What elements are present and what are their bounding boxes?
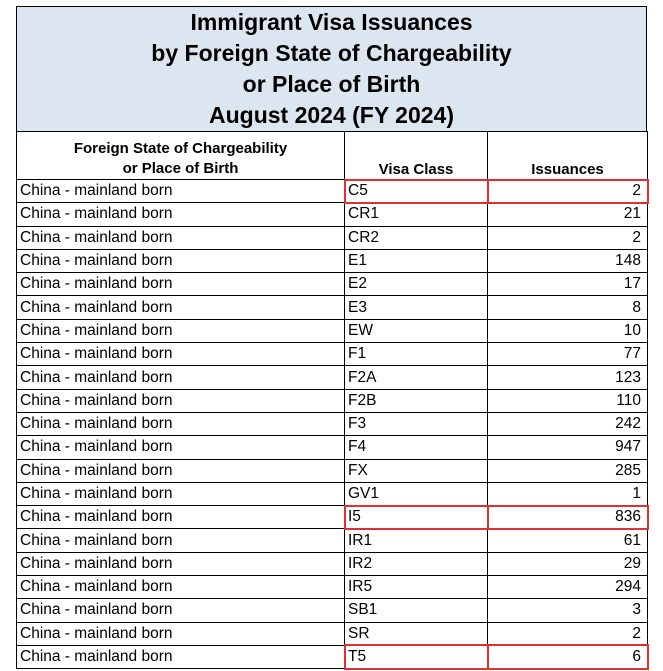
country-cell[interactable]: China - mainland born	[16, 598, 345, 623]
table-row: China - mainland born F3 242	[16, 411, 648, 437]
table-row: China - mainland born IR2 29	[16, 551, 648, 577]
visa-class-cell[interactable]: IR5	[344, 575, 488, 600]
table-row: China - mainland born I5 836	[16, 504, 649, 530]
table-row: China - mainland born E2 17	[16, 272, 648, 297]
issuances-cell[interactable]: 3	[487, 598, 648, 623]
issuances-cell[interactable]: 1	[487, 481, 648, 507]
spreadsheet: Immigrant Visa Issuances by Foreign Stat…	[16, 6, 649, 670]
country-cell[interactable]: China - mainland born	[16, 435, 345, 460]
visa-class-cell[interactable]: T5	[343, 644, 489, 670]
issuances-cell[interactable]: 947	[487, 435, 648, 460]
table-row: China - mainland born SR 2	[16, 621, 648, 646]
table-row: China - mainland born IR5 294	[16, 575, 648, 600]
visa-class-cell[interactable]: I5	[343, 504, 489, 530]
column-header-issuances[interactable]: Issuances	[487, 131, 648, 180]
table-row: China - mainland born CR1 21	[16, 202, 648, 227]
visa-class-cell[interactable]: C5	[343, 178, 489, 204]
table-row: China - mainland born GV1 1	[16, 481, 648, 507]
visa-class-cell[interactable]: F4	[344, 435, 488, 460]
title-line-3: or Place of Birth	[242, 71, 421, 97]
country-cell[interactable]: China - mainland born	[16, 225, 345, 250]
visa-class-cell[interactable]: E3	[344, 295, 488, 320]
country-cell[interactable]: China - mainland born	[16, 295, 345, 320]
country-cell[interactable]: China - mainland born	[16, 342, 345, 367]
issuances-cell[interactable]: 2	[486, 178, 649, 204]
country-cell[interactable]: China - mainland born	[16, 621, 345, 646]
table-row: China - mainland born F4 947	[16, 435, 648, 460]
issuances-cell[interactable]: 294	[487, 575, 648, 600]
table-row: China - mainland born T5 6	[16, 644, 649, 670]
visa-class-cell[interactable]: CR2	[344, 225, 488, 250]
issuances-cell[interactable]: 29	[487, 551, 648, 577]
issuances-cell[interactable]: 285	[487, 458, 648, 483]
table-row: China - mainland born F1 77	[16, 342, 648, 367]
visa-class-cell[interactable]: IR2	[344, 551, 488, 577]
visa-class-cell[interactable]: EW	[344, 318, 488, 344]
column-header-visa-class[interactable]: Visa Class	[344, 131, 488, 180]
issuances-cell[interactable]: 242	[487, 411, 648, 437]
country-cell[interactable]: China - mainland born	[16, 575, 345, 600]
issuances-table: Foreign State of Chargeability or Place …	[16, 131, 649, 670]
visa-class-cell[interactable]: SB1	[344, 598, 488, 623]
visa-class-cell[interactable]: E2	[344, 272, 488, 297]
issuances-cell[interactable]: 836	[486, 504, 649, 530]
title-line-2: by Foreign State of Chargeability	[151, 40, 512, 66]
country-cell[interactable]: China - mainland born	[16, 178, 345, 204]
table-header-row: Foreign State of Chargeability or Place …	[16, 131, 648, 180]
table-row: China - mainland born E3 8	[16, 295, 648, 320]
issuances-cell[interactable]: 61	[487, 528, 648, 553]
country-cell[interactable]: China - mainland born	[16, 202, 345, 227]
issuances-cell[interactable]: 2	[487, 621, 648, 646]
table-row: China - mainland born EW 10	[16, 318, 648, 344]
country-cell[interactable]: China - mainland born	[16, 505, 345, 530]
country-cell[interactable]: China - mainland born	[16, 551, 345, 577]
country-cell[interactable]: China - mainland born	[16, 528, 345, 553]
country-cell[interactable]: China - mainland born	[16, 644, 345, 670]
country-cell[interactable]: China - mainland born	[16, 318, 345, 344]
issuances-cell[interactable]: 6	[486, 644, 649, 670]
issuances-cell[interactable]: 77	[487, 342, 648, 367]
issuances-cell[interactable]: 2	[487, 225, 648, 250]
table-row: China - mainland born C5 2	[16, 178, 649, 204]
visa-class-cell[interactable]: SR	[344, 621, 488, 646]
column-header-country-line1: Foreign State of Chargeability	[73, 140, 288, 157]
country-cell[interactable]: China - mainland born	[16, 388, 345, 413]
visa-class-cell[interactable]: F1	[344, 342, 488, 367]
country-cell[interactable]: China - mainland born	[16, 458, 345, 483]
visa-class-cell[interactable]: F3	[344, 411, 488, 437]
table-row: China - mainland born CR2 2	[16, 225, 648, 250]
issuances-cell[interactable]: 10	[487, 318, 648, 344]
visa-class-cell[interactable]: FX	[344, 458, 488, 483]
issuances-cell[interactable]: 148	[487, 248, 648, 274]
issuances-cell[interactable]: 17	[487, 272, 648, 297]
visa-class-cell[interactable]: GV1	[344, 481, 488, 507]
country-cell[interactable]: China - mainland born	[16, 365, 345, 390]
table-row: China - mainland born SB1 3	[16, 598, 648, 623]
country-cell[interactable]: China - mainland born	[16, 411, 345, 437]
table-row: China - mainland born F2B 110	[16, 388, 648, 413]
table-row: China - mainland born E1 148	[16, 248, 648, 274]
country-cell[interactable]: China - mainland born	[16, 248, 345, 274]
visa-class-cell[interactable]: E1	[344, 248, 488, 274]
visa-class-cell[interactable]: F2B	[344, 388, 488, 413]
issuances-cell[interactable]: 110	[487, 388, 648, 413]
table-row: China - mainland born FX 285	[16, 458, 648, 483]
country-cell[interactable]: China - mainland born	[16, 272, 345, 297]
table-row: China - mainland born IR1 61	[16, 528, 648, 553]
visa-class-cell[interactable]: CR1	[344, 202, 488, 227]
visa-class-cell[interactable]: IR1	[344, 528, 488, 553]
country-cell[interactable]: China - mainland born	[16, 481, 345, 507]
table-body: China - mainland born C5 2 China - mainland…	[16, 178, 649, 670]
report-title-block: Immigrant Visa Issuances by Foreign Stat…	[16, 6, 647, 131]
column-header-country-line2: or Place of Birth	[122, 160, 239, 177]
issuances-cell[interactable]: 8	[487, 295, 648, 320]
title-line-1: Immigrant Visa Issuances	[190, 9, 473, 35]
issuances-cell[interactable]: 123	[487, 365, 648, 390]
issuances-cell[interactable]: 21	[487, 202, 648, 227]
title-line-4: August 2024 (FY 2024)	[208, 102, 454, 128]
visa-class-cell[interactable]: F2A	[344, 365, 488, 390]
column-header-country[interactable]: Foreign State of Chargeability or Place …	[16, 131, 345, 180]
table-row: China - mainland born F2A 123	[16, 365, 648, 390]
